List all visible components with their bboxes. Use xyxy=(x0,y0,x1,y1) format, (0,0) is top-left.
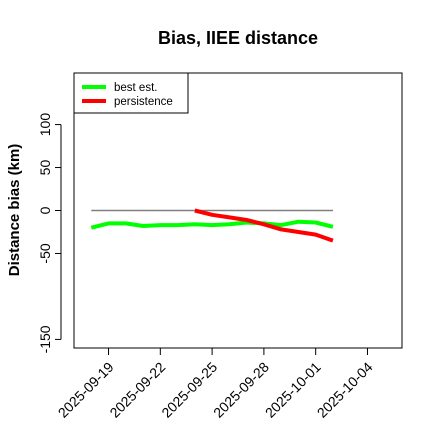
y-axis-title: Distance bias (km) xyxy=(6,144,23,277)
y-tick-label: -50 xyxy=(37,243,53,263)
x-tick-label: 2025-10-04 xyxy=(314,359,376,421)
y-tick-label: 0 xyxy=(37,206,53,214)
y-tick-label: 100 xyxy=(37,113,53,137)
chart-title: Bias, IIEE distance xyxy=(158,28,318,48)
series-line-best-est xyxy=(90,219,334,230)
x-axis: 2025-09-192025-09-222025-09-252025-09-28… xyxy=(55,347,376,421)
y-tick-label: -150 xyxy=(37,325,53,353)
y-tick-label: 50 xyxy=(37,160,53,176)
y-axis: -150 -50 0 50 100 xyxy=(37,113,62,353)
legend-label-persistence: persistence xyxy=(114,96,173,108)
legend: best est. persistence xyxy=(73,72,189,114)
legend-box xyxy=(73,72,189,114)
series-line-persistence xyxy=(194,208,334,243)
legend-label-best-est: best est. xyxy=(114,82,157,94)
series-layer xyxy=(90,208,334,243)
